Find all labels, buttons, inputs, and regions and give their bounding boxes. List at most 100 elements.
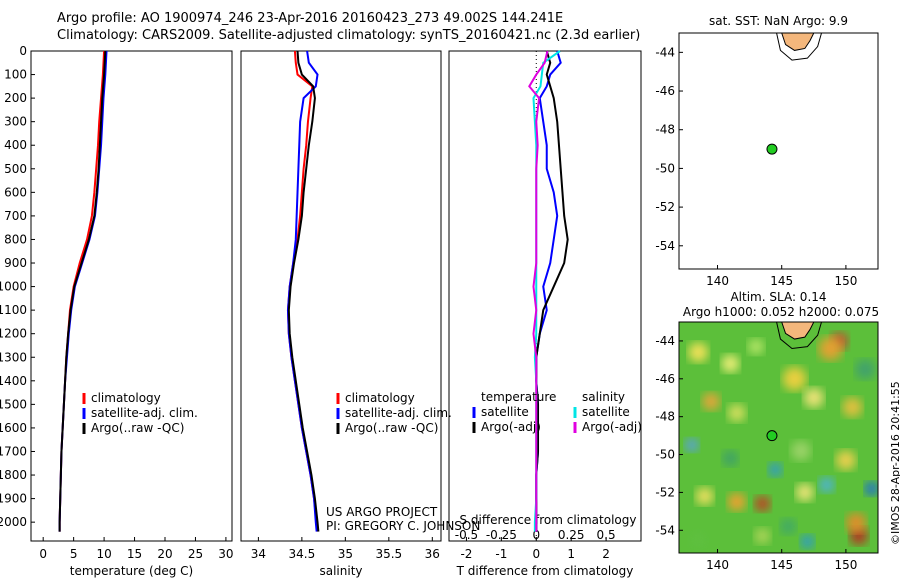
legend-label: satellite (481, 405, 529, 419)
legend-label: Argo(..raw -QC) (345, 421, 438, 435)
legend-title-temperature: temperature (481, 390, 556, 404)
sla-anomaly-blob (864, 481, 878, 496)
map-y-tick-label: -46 (655, 84, 675, 98)
y-tick-label: 2000 (0, 515, 27, 529)
x-tick-label: 10 (96, 547, 111, 561)
sla-anomaly-blob (782, 366, 807, 391)
x-tick-label: 15 (127, 547, 142, 561)
sla-anomaly-blob (790, 440, 811, 461)
sla-anomaly-blob (842, 397, 863, 418)
sla-anomaly-blob (818, 476, 835, 493)
map-x-tick-label: 140 (706, 274, 729, 288)
argo-position-dot (766, 143, 778, 155)
sla-anomaly-blob (695, 487, 714, 506)
x-tick-label: -1 (495, 547, 507, 561)
sla-anomaly-blob (795, 483, 814, 502)
y-tick-label: 100 (4, 68, 27, 82)
x-axis-label: salinity (319, 564, 362, 578)
y-tick-label: 500 (4, 162, 27, 176)
axes-frame-difference (448, 50, 642, 542)
series-line (58, 50, 106, 532)
y-tick-label: 1500 (0, 397, 27, 411)
y-tick-label: 600 (4, 185, 27, 199)
legend-label: climatology (345, 391, 415, 405)
y-tick-label: 300 (4, 115, 27, 129)
x-tick-label: 5 (70, 547, 78, 561)
y-tick-label: 700 (4, 209, 27, 223)
map-y-tick-label: -44 (655, 45, 675, 59)
s-tick-label: 0.5 (597, 528, 616, 542)
imos-timestamp: ©IMOS 28-Apr-2016 20:41:55 (889, 381, 900, 545)
s-tick-label: -0.5 (455, 528, 478, 542)
coastline-shape (781, 321, 815, 340)
sla-anomaly-blob (721, 354, 740, 373)
sla-anomaly-blob (722, 450, 739, 467)
map-x-tick-label: 140 (706, 558, 729, 572)
series-line (528, 50, 549, 532)
map-y-tick-label: -44 (655, 334, 675, 348)
map-x-tick-label: 145 (770, 274, 793, 288)
x-tick-label: 25 (188, 547, 203, 561)
sla-anomaly-blob (780, 518, 797, 535)
s-tick-label: -0.25 (486, 528, 517, 542)
annotation-project: US ARGO PROJECT (326, 505, 438, 519)
y-tick-label: 1400 (0, 374, 27, 388)
map-y-tick-label: -50 (655, 448, 675, 462)
series-line (287, 50, 320, 532)
sla-anomaly-blob (689, 530, 708, 549)
shelf-contour (776, 32, 822, 61)
shelf-contour (776, 321, 822, 350)
coastline-shape (781, 32, 815, 51)
map-y-tick-label: -46 (655, 372, 675, 386)
legend-label: Argo(-adj) (582, 420, 642, 434)
y-tick-label: 1800 (0, 468, 27, 482)
sla-anomaly-blob (818, 336, 843, 361)
sla-background (679, 322, 878, 553)
axes-frame-temperature (30, 50, 233, 542)
map-x-tick-label: 145 (770, 558, 793, 572)
legend-title-salinity: salinity (582, 390, 625, 404)
x-axis-label: T difference from climatology (456, 564, 634, 578)
map-title-sla: Altim. SLA: 0.14 (730, 290, 826, 304)
map-x-tick-label: 150 (834, 274, 857, 288)
y-tick-label: 1000 (0, 280, 27, 294)
x-tick-label: 35 (338, 547, 353, 561)
map-y-tick-label: -54 (655, 239, 675, 253)
y-tick-label: 1200 (0, 327, 27, 341)
chart-title-line2: Climatology: CARS2009. Satellite-adjuste… (57, 28, 641, 43)
sla-anomaly-blob (727, 492, 746, 511)
sla-anomaly-blob (835, 450, 856, 471)
x-tick-label: 0 (532, 547, 540, 561)
sla-anomaly-blob (702, 392, 721, 411)
legend-label: satellite-adj. clim. (91, 406, 198, 420)
s-tick-label: 0.25 (558, 528, 585, 542)
y-tick-label: 800 (4, 232, 27, 246)
map-x-tick-label: 150 (834, 558, 857, 572)
x-tick-label: 34 (251, 547, 266, 561)
chart-title-line1: Argo profile: AO 1900974_246 23-Apr-2016… (57, 11, 564, 26)
y-tick-label: 900 (4, 256, 27, 270)
x-axis-label: temperature (deg C) (70, 564, 193, 578)
y-tick-label: 0 (19, 44, 27, 58)
legend-label: climatology (91, 391, 161, 405)
y-tick-label: 1300 (0, 350, 27, 364)
y-tick-label: 1900 (0, 492, 27, 506)
sla-anomaly-blob (803, 387, 824, 408)
y-tick-label: 200 (4, 91, 27, 105)
map-y-tick-label: -48 (655, 123, 675, 137)
sla-anomaly-blob (684, 438, 699, 453)
legend-label: satellite (582, 405, 630, 419)
series-line (58, 50, 107, 532)
x-tick-label: 34.5 (289, 547, 316, 561)
x-tick-label: 2 (602, 547, 610, 561)
x-tick-label: 36 (425, 547, 440, 561)
x-tick-label: 30 (218, 547, 233, 561)
x-tick-label: 20 (157, 547, 172, 561)
x-tick-label: 1 (567, 547, 575, 561)
y-tick-label: 1600 (0, 421, 27, 435)
map-y-tick-label: -52 (655, 200, 675, 214)
y-tick-label: 1700 (0, 444, 27, 458)
map-y-tick-label: -52 (655, 485, 675, 499)
legend-label: Argo(..raw -QC) (91, 421, 184, 435)
